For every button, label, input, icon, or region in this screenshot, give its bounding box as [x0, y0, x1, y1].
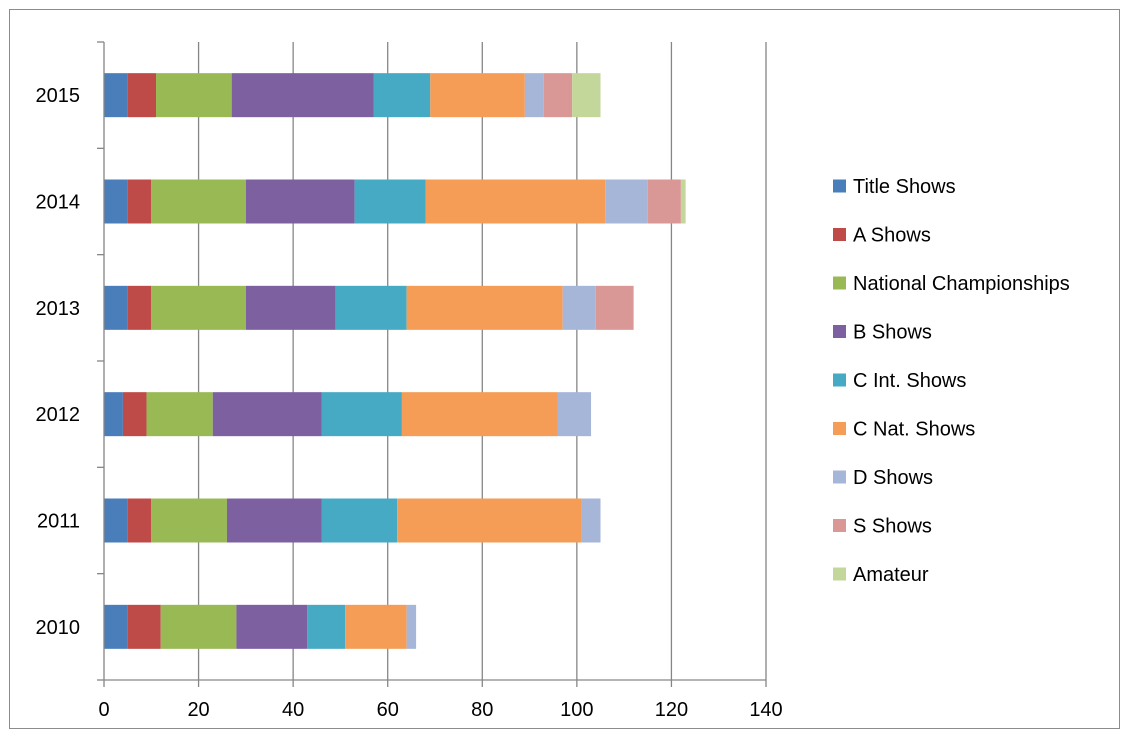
bar-2013-s-shows	[595, 285, 634, 330]
bar-2013-c-int-shows	[335, 285, 407, 330]
bar-2010-c-int-shows	[307, 604, 346, 649]
bar-2011-title-shows	[104, 498, 128, 543]
legend-item-b-shows: B Shows	[833, 322, 932, 344]
bar-2013-d-shows	[562, 285, 596, 330]
y-tick-label-2014: 2014	[36, 192, 81, 214]
legend-item-national-championships: National Championships	[833, 273, 1070, 295]
bar-2011-a-shows	[127, 498, 152, 543]
legend-item-c-int-shows: C Int. Shows	[833, 370, 966, 392]
x-tick-label-20: 20	[187, 699, 209, 721]
legend-swatch-c-nat-shows	[833, 422, 846, 435]
bar-2012-a-shows	[122, 392, 147, 437]
y-tick-label-2010: 2010	[36, 617, 81, 639]
legend-swatch-s-shows	[833, 519, 846, 532]
bar-2010-c-nat-shows	[345, 604, 407, 649]
bar-2011-national-championships	[151, 498, 227, 543]
legend-label-b-shows: B Shows	[853, 322, 932, 344]
x-tick-label-120: 120	[655, 699, 688, 721]
legend-swatch-amateur	[833, 567, 846, 581]
legend: Title Shows A Shows National Championships…	[833, 176, 1070, 586]
legend-swatch-national-championships	[833, 276, 846, 290]
legend-swatch-d-shows	[833, 470, 846, 484]
bar-2015-b-shows	[231, 73, 374, 118]
tick-labels: 2010 2011 2012 2013 2014 2015 0 20 40 60 80 100 120 1…	[36, 85, 783, 721]
bar-2011-b-shows	[226, 498, 322, 543]
legend-swatch-b-shows	[833, 325, 846, 338]
bar-2015-c-nat-shows	[430, 73, 525, 118]
bar-2013-b-shows	[245, 285, 336, 330]
x-tick-label-80: 80	[471, 699, 493, 721]
x-tick-label-0: 0	[98, 699, 109, 721]
x-tick-label-60: 60	[377, 699, 399, 721]
bar-2015-s-shows	[543, 73, 573, 118]
bars	[104, 73, 686, 649]
bar-2013-a-shows	[127, 285, 152, 330]
bar-2012-c-int-shows	[321, 392, 402, 437]
legend-swatch-c-int-shows	[833, 373, 846, 387]
legend-item-s-shows: S Shows	[833, 516, 932, 538]
legend-item-d-shows: D Shows	[833, 467, 933, 489]
bar-2014-a-shows	[127, 179, 152, 224]
legend-label-title-shows: Title Shows	[853, 176, 956, 198]
x-tick-label-40: 40	[282, 699, 304, 721]
y-tick-label-2011: 2011	[37, 511, 80, 533]
y-tick-label-2015: 2015	[36, 85, 81, 107]
bar-2015-amateur	[572, 73, 601, 118]
legend-item-title-shows: Title Shows	[833, 176, 956, 198]
bar-2015-a-shows	[127, 73, 157, 118]
legend-swatch-a-shows	[833, 228, 846, 241]
y-tick-label-2013: 2013	[36, 298, 81, 320]
bar-2014-amateur	[680, 179, 686, 224]
bar-2011-c-nat-shows	[397, 498, 582, 543]
bar-2014-c-int-shows	[354, 179, 426, 224]
legend-label-amateur: Amateur	[853, 564, 929, 586]
bar-2010-d-shows	[406, 604, 417, 649]
bar-2010-a-shows	[127, 604, 161, 649]
bar-2012-national-championships	[146, 392, 213, 437]
bar-2015-national-championships	[156, 73, 232, 118]
x-tick-label-100: 100	[560, 699, 593, 721]
legend-swatch-title-shows	[833, 179, 846, 193]
axes	[97, 41, 767, 687]
bar-2014-national-championships	[151, 179, 246, 224]
bar-2014-b-shows	[245, 179, 355, 224]
bar-2010-b-shows	[236, 604, 308, 649]
bar-2015-c-int-shows	[373, 73, 431, 118]
bar-2010-national-championships	[160, 604, 237, 649]
legend-label-a-shows: A Shows	[853, 225, 931, 247]
bar-2012-title-shows	[104, 392, 123, 437]
bar-2013-c-nat-shows	[406, 285, 563, 330]
bar-2012-c-nat-shows	[401, 392, 558, 437]
legend-item-a-shows: A Shows	[833, 225, 931, 247]
bar-2011-d-shows	[581, 498, 601, 543]
x-tick-label-140: 140	[749, 699, 782, 721]
legend-label-d-shows: D Shows	[853, 467, 933, 489]
bar-2013-national-championships	[151, 285, 246, 330]
bar-2015-title-shows	[104, 73, 128, 118]
bar-2013-title-shows	[104, 285, 128, 330]
bar-2014-d-shows	[605, 179, 648, 224]
legend-label-c-nat-shows: C Nat. Shows	[853, 419, 975, 441]
bar-2014-s-shows	[647, 179, 681, 224]
bar-2014-title-shows	[104, 179, 128, 224]
legend-label-national-championships: National Championships	[853, 273, 1070, 295]
legend-label-c-int-shows: C Int. Shows	[853, 370, 966, 392]
legend-item-amateur: Amateur	[833, 564, 929, 586]
bar-2010-title-shows	[104, 604, 128, 649]
bar-2012-b-shows	[212, 392, 322, 437]
gridlines	[197, 42, 767, 680]
bar-2014-c-nat-shows	[425, 179, 606, 224]
bar-2011-c-int-shows	[321, 498, 398, 543]
legend-label-s-shows: S Shows	[853, 516, 932, 538]
y-tick-label-2012: 2012	[36, 404, 81, 426]
bar-2015-d-shows	[524, 73, 544, 118]
legend-item-c-nat-shows: C Nat. Shows	[833, 419, 975, 441]
bar-2012-d-shows	[557, 392, 592, 437]
